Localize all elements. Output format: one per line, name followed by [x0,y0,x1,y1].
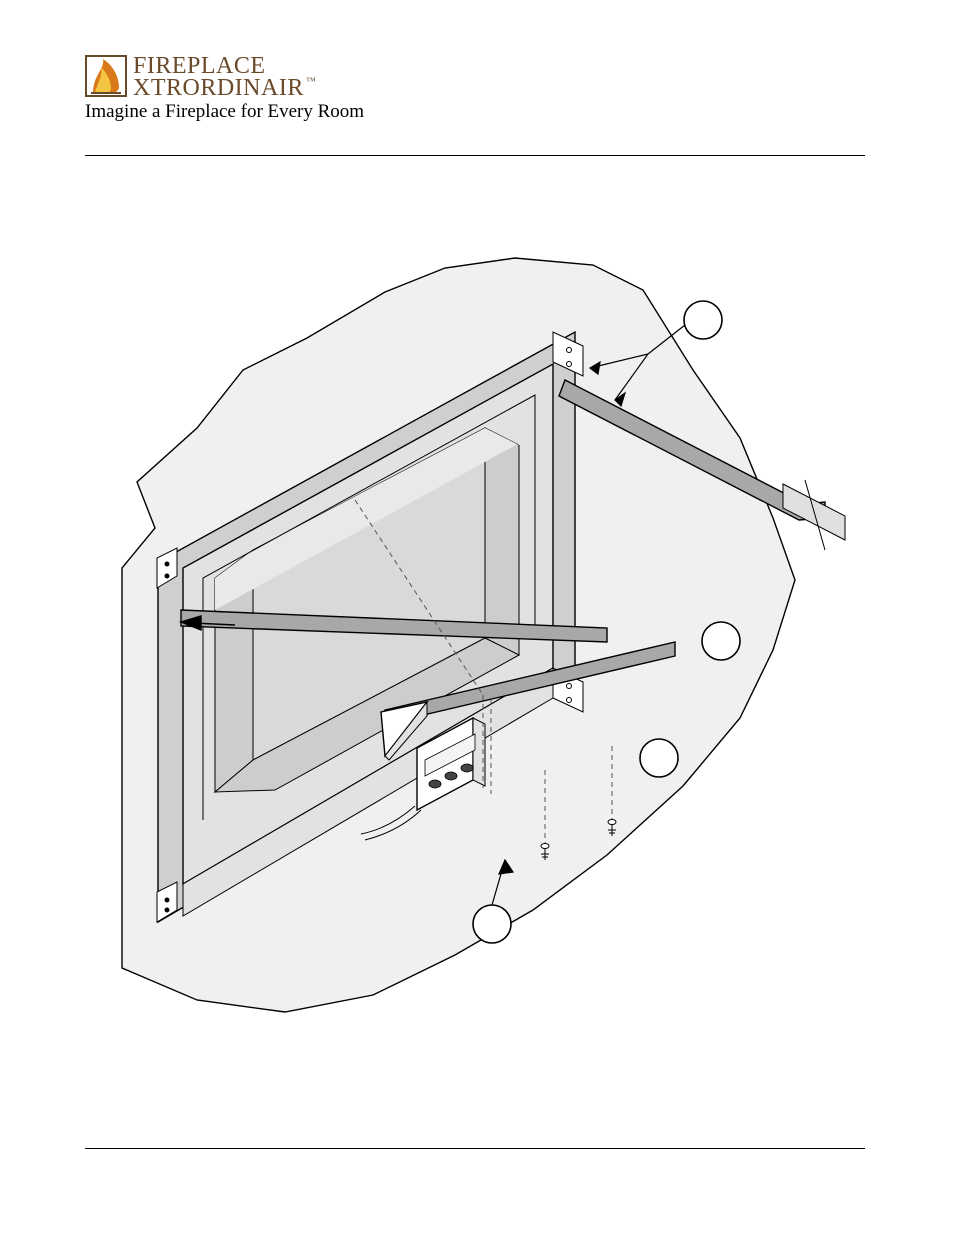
brand-text: FIREPLACE XTRORDINAIR™ [133,55,316,99]
brand-logo-box: FIREPLACE XTRORDINAIR™ [85,55,865,99]
page: FIREPLACE XTRORDINAIR™ Imagine a Firepla… [0,0,954,1235]
brand-tagline: Imagine a Fireplace for Every Room [85,101,865,123]
page-header: FIREPLACE XTRORDINAIR™ Imagine a Firepla… [85,55,865,123]
callout-circle [473,905,511,943]
header-divider [85,155,865,156]
brand-line-1: FIREPLACE [133,55,316,77]
flame-logo-icon [85,55,127,97]
brand-line-2: XTRORDINAIR™ [133,77,316,99]
callout-circle [640,739,678,777]
footer-divider [85,1148,865,1149]
installation-diagram [85,250,865,1050]
callout-circle [702,622,740,660]
callout-circle [684,301,722,339]
